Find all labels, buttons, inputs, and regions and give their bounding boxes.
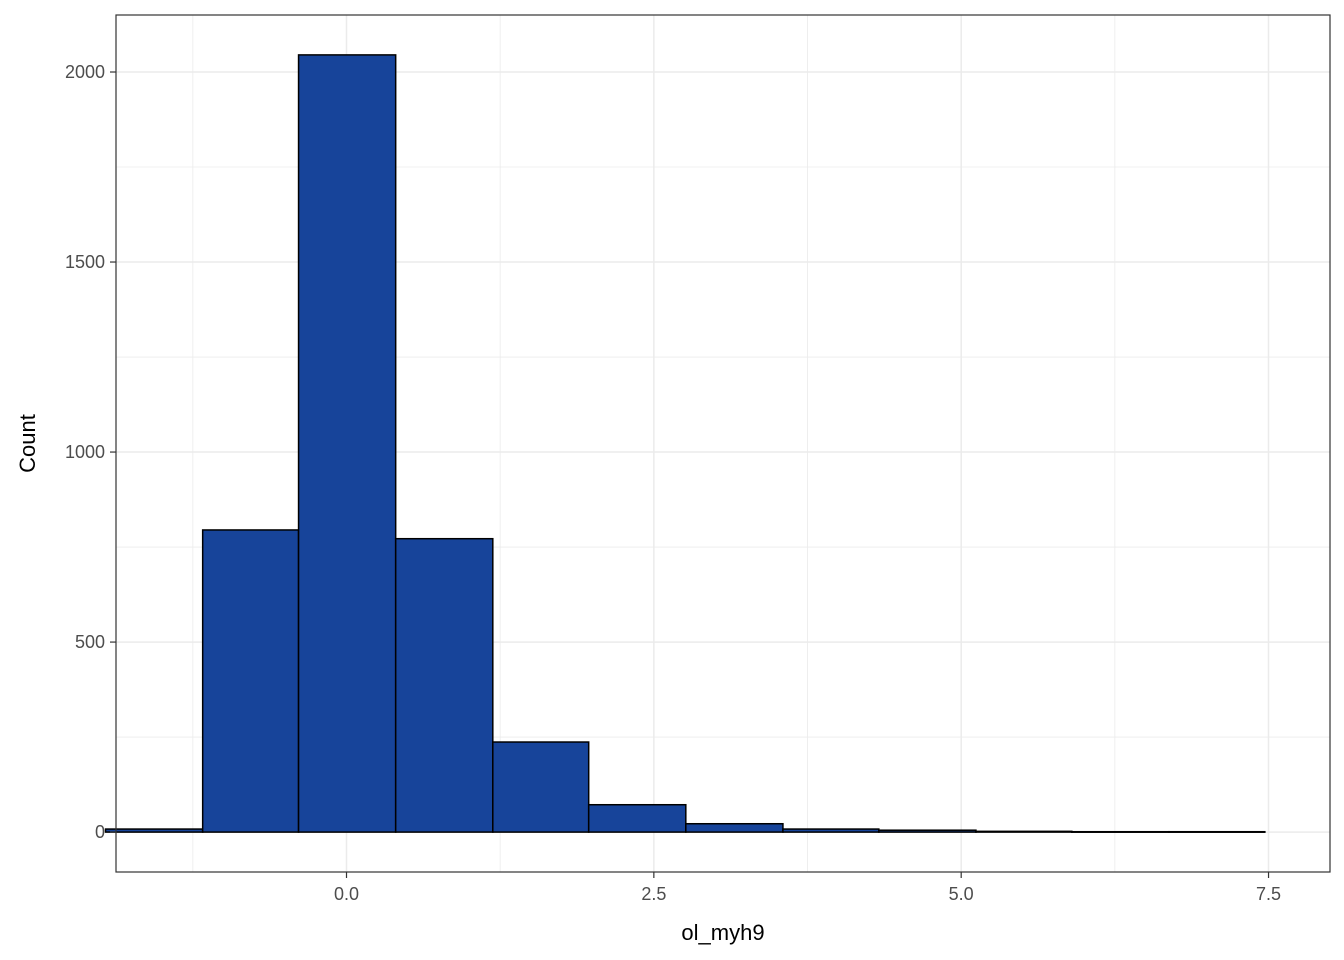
histogram-bar: [587, 803, 687, 833]
histogram-bar: [104, 828, 204, 833]
x-tick-label: 7.5: [1256, 884, 1281, 904]
histogram-bar: [1071, 830, 1170, 833]
y-tick-label: 1500: [65, 252, 105, 272]
histogram-bar: [201, 529, 300, 833]
x-axis: 0.0 2.5 5.0 7.5: [334, 872, 1281, 904]
histogram-bars: [104, 54, 1266, 833]
panel-border: [115, 14, 1331, 873]
histogram-bar: [975, 830, 1073, 833]
histogram-bar: [394, 537, 494, 833]
histogram-bar: [492, 741, 590, 833]
histogram-bar: [782, 828, 880, 833]
y-axis: 0 500 1000 1500 2000: [65, 62, 116, 842]
histogram-bar: [878, 829, 977, 833]
y-axis-title: Count: [15, 414, 40, 473]
y-tick-label: 500: [75, 632, 105, 652]
x-tick-label: 5.0: [949, 884, 974, 904]
x-tick-label: 2.5: [641, 884, 666, 904]
y-tick-label: 1000: [65, 442, 105, 462]
y-tick-label: 2000: [65, 62, 105, 82]
histogram-bar: [297, 54, 397, 833]
histogram-bar: [1168, 830, 1266, 833]
x-axis-title: ol_myh9: [681, 920, 764, 945]
x-tick-label: 0.0: [334, 884, 359, 904]
histogram-bar: [685, 822, 784, 833]
y-tick-label: 0: [95, 822, 105, 842]
